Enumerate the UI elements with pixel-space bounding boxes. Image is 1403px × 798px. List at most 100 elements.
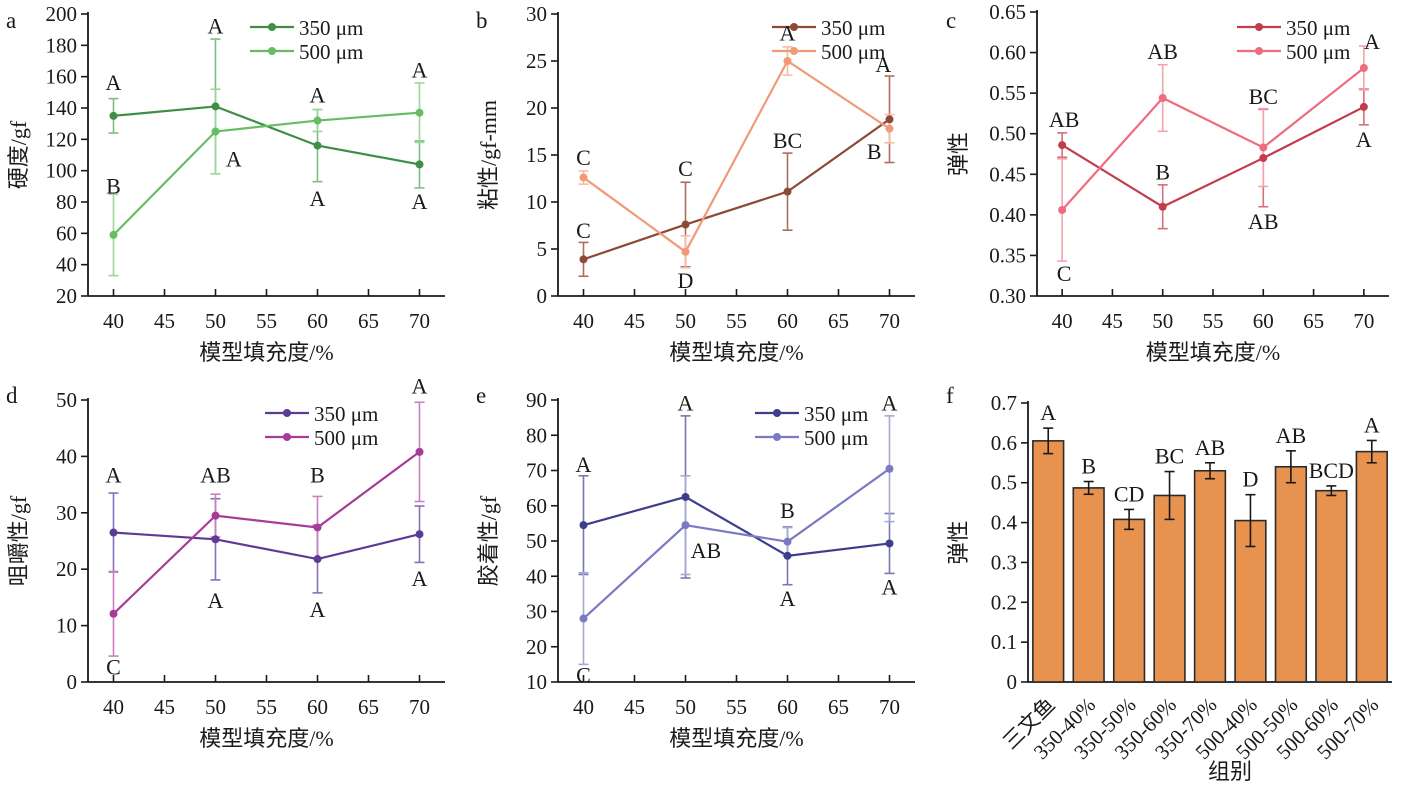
y-tick-label: 30: [56, 501, 77, 525]
legend-label: 500 μm: [1286, 40, 1350, 64]
data-point: [681, 492, 690, 501]
sig-label: A: [882, 391, 898, 416]
sig-label: A: [1040, 400, 1056, 425]
sig-label: A: [310, 82, 326, 107]
bar: [1072, 487, 1105, 683]
sig-label: CD: [1114, 481, 1145, 506]
data-point: [783, 551, 792, 560]
y-tick-label: 10: [56, 614, 77, 638]
sig-label: A: [106, 463, 122, 488]
sig-label: C: [576, 663, 591, 688]
x-tick-label: 60: [777, 309, 798, 333]
x-tick-label: 50: [205, 695, 226, 719]
x-tick-label: 70: [1353, 309, 1374, 333]
sig-label: C: [576, 145, 591, 170]
x-tick-label: 50: [205, 309, 226, 333]
sig-label: AB: [1276, 423, 1307, 448]
y-tick-label: 0.2: [991, 590, 1017, 614]
data-point: [211, 102, 220, 111]
y-tick-label: 0: [537, 284, 548, 308]
sig-label: A: [310, 186, 326, 211]
y-tick-label: 180: [46, 33, 78, 57]
data-point: [783, 57, 792, 65]
x-axis-title: 模型填充度/%: [1146, 340, 1280, 365]
bar: [1112, 518, 1146, 683]
y-axis-title: 硬度/gf: [6, 120, 31, 189]
y-tick-label: 20: [526, 635, 547, 659]
data-point: [313, 523, 322, 532]
sig-label: A: [1364, 412, 1380, 437]
x-tick-label: 65: [358, 309, 379, 333]
x-tick-label: 60: [777, 695, 798, 719]
y-tick-label: 120: [46, 127, 78, 151]
x-tick-label: 50: [1152, 309, 1173, 333]
y-tick-label: 0.50: [989, 122, 1026, 146]
x-axis-title: 模型填充度/%: [199, 340, 333, 365]
y-tick-label: 100: [46, 159, 78, 183]
panel-letter: e: [476, 383, 486, 408]
sig-label: B: [310, 463, 325, 488]
x-tick-label: 45: [154, 695, 175, 719]
sig-label: A: [412, 566, 428, 591]
sig-label: A: [576, 452, 592, 477]
data-point: [211, 535, 220, 544]
y-tick-label: 160: [46, 65, 78, 89]
data-point: [579, 173, 588, 182]
x-tick-label: 60: [307, 309, 328, 333]
legend-marker: [268, 47, 276, 55]
y-tick-label: 20: [56, 557, 77, 581]
y-tick-label: 40: [56, 253, 77, 277]
sig-label: A: [226, 147, 242, 172]
legend-label: 500 μm: [314, 426, 378, 450]
x-tick-label: 40: [103, 309, 124, 333]
legend-marker: [790, 23, 798, 31]
y-tick-label: 60: [56, 221, 77, 245]
legend-marker: [1255, 47, 1263, 55]
sig-label: BCD: [1309, 458, 1354, 483]
x-tick-label: 40: [103, 695, 124, 719]
sig-label: B: [106, 173, 121, 198]
legend-marker: [773, 433, 781, 441]
panel-letter: d: [6, 383, 18, 408]
data-point: [1359, 102, 1368, 111]
data-point: [885, 464, 894, 473]
x-axis-title: 模型填充度/%: [669, 726, 803, 751]
y-tick-label: 10: [526, 190, 547, 214]
y-tick-label: 50: [56, 388, 77, 412]
data-point: [109, 609, 118, 618]
legend-label: 350 μm: [314, 402, 378, 426]
y-tick-label: 60: [526, 494, 547, 518]
sig-label: B: [780, 498, 795, 523]
x-tick-label: 45: [1102, 309, 1123, 333]
data-point: [1158, 94, 1167, 103]
sig-label: A: [1356, 127, 1372, 152]
sig-label: B: [867, 139, 882, 164]
sig-label: A: [412, 189, 428, 214]
y-tick-label: 30: [526, 600, 547, 624]
sig-label: A: [678, 391, 694, 416]
bar: [1315, 489, 1348, 683]
x-axis-title: 模型填充度/%: [669, 340, 803, 365]
chart-panel-e-gumminess: e 10 20 30 40 50 60 70 80 90 胶着性/gf 40 45 50 55 60 65 70 模…: [476, 383, 915, 751]
sig-label: A: [412, 57, 428, 82]
series-line-350μm: [583, 118, 891, 261]
sig-label: A: [875, 52, 891, 77]
x-tick-label: 70: [409, 309, 430, 333]
bar: [1032, 440, 1065, 683]
sig-label: C: [678, 156, 693, 181]
series-line-500μm: [112, 111, 420, 236]
y-tick-label: 0.30: [989, 284, 1026, 308]
data-point: [1058, 141, 1067, 150]
y-tick-label: 50: [526, 529, 547, 553]
x-tick-label: 65: [828, 695, 849, 719]
y-tick-label: 90: [526, 388, 547, 412]
panel-letter: c: [946, 8, 956, 33]
x-tick-label: 40: [573, 695, 594, 719]
legend-marker: [1255, 23, 1263, 31]
legend-marker: [283, 433, 291, 441]
y-tick-label: 0.7: [991, 391, 1017, 415]
panel-letter: a: [6, 8, 16, 33]
x-tick-label: 70: [879, 695, 900, 719]
x-tick-label: 65: [1303, 309, 1324, 333]
legend-label: 350 μm: [299, 16, 363, 40]
